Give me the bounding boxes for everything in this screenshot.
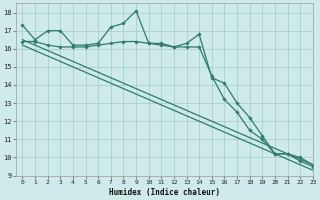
X-axis label: Humidex (Indice chaleur): Humidex (Indice chaleur) xyxy=(109,188,220,197)
